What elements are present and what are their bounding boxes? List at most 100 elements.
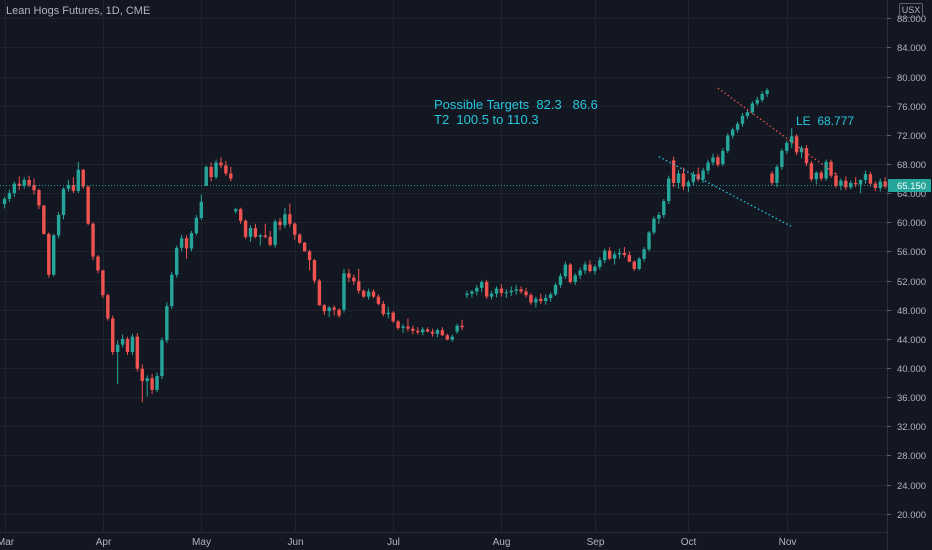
- candle: [101, 269, 105, 299]
- price-tick-label: 40.000: [897, 364, 926, 375]
- candle-body: [563, 264, 568, 277]
- price-tick-label: 36.000: [897, 393, 926, 404]
- candle: [2, 196, 7, 209]
- candle: [416, 327, 420, 335]
- candle-body: [760, 94, 764, 100]
- candle-body: [307, 251, 312, 261]
- candle: [106, 293, 110, 321]
- candle-body: [411, 328, 415, 331]
- candle-body: [145, 378, 149, 382]
- time-tick-label: Aug: [493, 537, 511, 548]
- candle-body: [775, 166, 779, 183]
- candle: [593, 264, 597, 275]
- candle-body: [809, 163, 814, 180]
- price-tick-label: 32.000: [897, 422, 926, 433]
- candle-body: [52, 235, 56, 275]
- candle-body: [317, 280, 322, 306]
- candle: [642, 247, 646, 262]
- candle: [711, 153, 715, 166]
- candle-body: [386, 312, 390, 315]
- candle: [302, 241, 307, 252]
- candle-body: [302, 242, 307, 252]
- candle-body: [470, 291, 474, 294]
- candle-body: [785, 142, 789, 151]
- candle-body: [229, 173, 233, 179]
- candle: [115, 340, 120, 385]
- candle-body: [219, 162, 223, 166]
- candle-body: [401, 326, 405, 328]
- candle-body: [7, 193, 12, 199]
- candle: [263, 223, 267, 239]
- price-tick-label: 20.000: [897, 510, 926, 521]
- candle: [17, 176, 21, 191]
- candle: [578, 267, 582, 280]
- candle-body: [465, 293, 469, 296]
- candle: [47, 232, 51, 278]
- candle: [401, 324, 405, 334]
- time-tick-label: Jul: [387, 537, 400, 548]
- price-tick-label: 60.000: [897, 218, 926, 229]
- candle-body: [22, 180, 26, 186]
- candle: [283, 207, 287, 229]
- candle: [878, 178, 882, 192]
- candle: [534, 296, 538, 308]
- candle-body: [214, 162, 218, 178]
- candle: [120, 334, 125, 348]
- candle-body: [47, 233, 51, 275]
- candle-body: [27, 180, 31, 186]
- candle: [450, 334, 454, 342]
- candle: [332, 305, 336, 316]
- candle: [298, 233, 302, 245]
- candle-body: [263, 235, 267, 237]
- candle-body: [298, 234, 302, 243]
- candle: [873, 181, 878, 191]
- candle-body: [509, 290, 513, 293]
- candle-body: [686, 182, 691, 187]
- candle: [258, 233, 263, 246]
- candle: [770, 171, 774, 186]
- candle-body: [347, 273, 351, 278]
- candle: [391, 311, 395, 323]
- candle: [863, 170, 868, 184]
- candle: [563, 261, 568, 280]
- candle: [617, 248, 622, 259]
- candle-body: [770, 173, 774, 183]
- candle: [647, 231, 651, 252]
- candle-body: [66, 185, 71, 189]
- candle-body: [391, 312, 395, 322]
- candle-body: [603, 250, 607, 261]
- candle-body: [135, 336, 140, 369]
- candle-body: [598, 260, 602, 267]
- price-tick-label: 76.000: [897, 102, 926, 113]
- candle: [12, 181, 17, 197]
- candle-body: [799, 147, 804, 153]
- price-tick-label: 44.000: [897, 335, 926, 346]
- price-tick-label: 56.000: [897, 247, 926, 258]
- candle-body: [425, 329, 430, 332]
- candle-body: [863, 174, 868, 181]
- candle-body: [332, 307, 336, 310]
- candle: [376, 294, 381, 306]
- candle-body: [824, 161, 828, 179]
- candle-body: [804, 147, 809, 164]
- price-tick-label: 84.000: [897, 43, 926, 54]
- currency-unit-button[interactable]: USX: [899, 3, 923, 18]
- candle: [140, 364, 144, 403]
- candle-body: [450, 336, 454, 340]
- candle: [307, 249, 312, 271]
- candle: [494, 286, 499, 298]
- candle-body: [435, 330, 440, 334]
- resistance-trendline: [717, 87, 837, 175]
- candle: [189, 231, 194, 252]
- candle: [849, 180, 853, 190]
- candle-body: [175, 247, 179, 275]
- candle-body: [735, 123, 740, 130]
- candle: [755, 96, 759, 106]
- candle: [809, 161, 814, 182]
- candle: [548, 292, 553, 302]
- candle-body: [155, 376, 159, 390]
- candle: [238, 207, 243, 224]
- candle-body: [243, 220, 248, 237]
- candle: [804, 145, 809, 167]
